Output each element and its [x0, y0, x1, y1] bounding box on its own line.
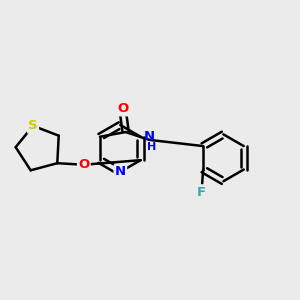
Text: O: O [117, 102, 128, 115]
Text: N: N [143, 130, 155, 142]
Text: N: N [115, 165, 126, 178]
Text: F: F [197, 185, 206, 199]
Text: H: H [147, 142, 156, 152]
Text: S: S [28, 119, 38, 132]
Text: O: O [78, 158, 89, 171]
